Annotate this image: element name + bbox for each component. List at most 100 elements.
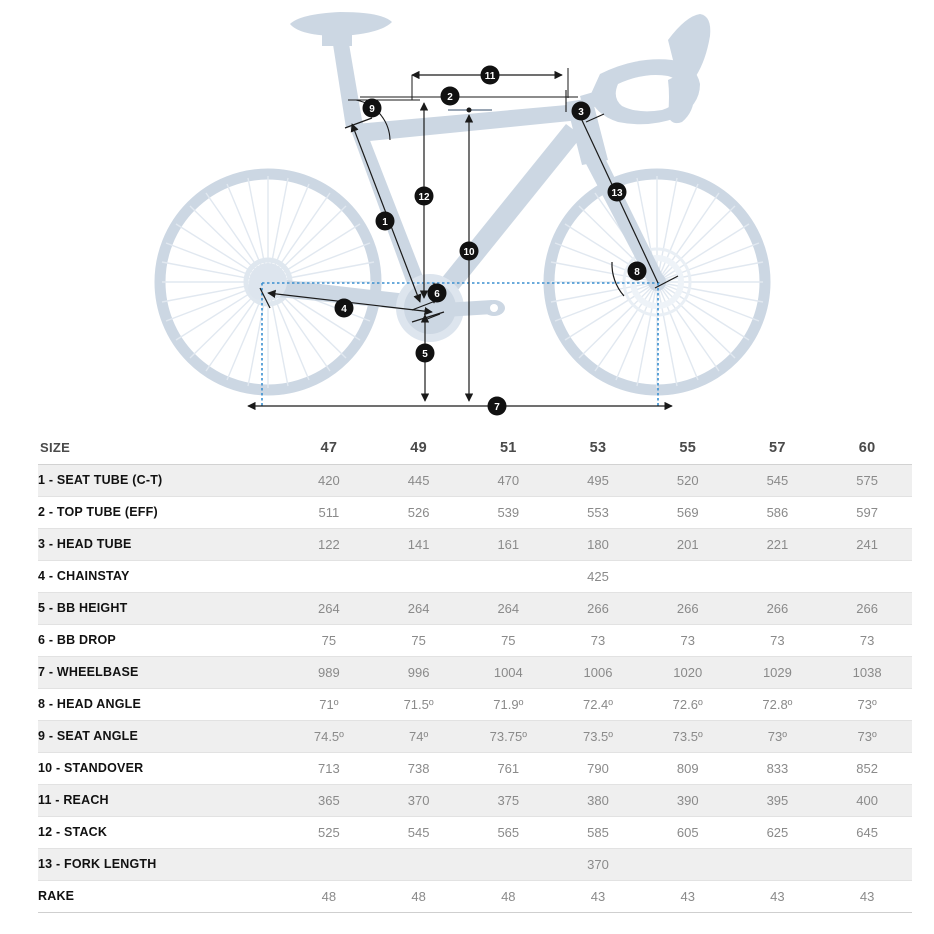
marker-1: 1 (375, 211, 395, 231)
marker-5-label: 5 (422, 349, 428, 360)
row-value: 266 (642, 592, 733, 625)
table-row: 9 - SEAT ANGLE 74.5º 74º 73.75º 73.5º 73.5º 73… (38, 720, 912, 753)
row-value: 43 (822, 880, 912, 913)
row-value: 73º (732, 720, 823, 753)
row-value-all-sizes: 370 (284, 848, 912, 881)
row-value: 586 (732, 496, 823, 529)
guide-lines (261, 282, 660, 406)
row-value: 266 (822, 592, 912, 625)
geometry-diagram: 1 2 3 4 5 (0, 0, 934, 432)
row-value: 72.6º (642, 688, 733, 721)
row-label: 9 - SEAT ANGLE (38, 720, 285, 753)
row-value: 511 (284, 496, 374, 529)
row-value: 852 (822, 752, 912, 785)
row-value: 1004 (463, 656, 554, 689)
row-value: 526 (373, 496, 464, 529)
marker-9-label: 9 (369, 104, 375, 115)
table-row: 7 - WHEELBASE 989 996 1004 1006 1020 1029 1038 (38, 656, 912, 689)
marker-3-label: 3 (578, 107, 584, 118)
row-value: 266 (732, 592, 823, 625)
row-label: 6 - BB DROP (38, 624, 285, 657)
row-label: 1 - SEAT TUBE (C-T) (38, 464, 285, 497)
row-value: 48 (463, 880, 554, 913)
marker-6-label: 6 (434, 289, 440, 300)
table-header-row: SIZE 47 49 51 53 55 57 60 (38, 432, 912, 465)
row-value: 74º (373, 720, 464, 753)
row-value: 545 (732, 464, 823, 497)
table-row: 12 - STACK 525 545 565 585 605 625 645 (38, 816, 912, 849)
row-value: 73.75º (463, 720, 554, 753)
marker-13-label: 13 (611, 188, 623, 199)
bike-silhouette (154, 12, 771, 396)
row-value: 75 (284, 624, 374, 657)
marker-13: 13 (607, 182, 627, 202)
row-value: 445 (373, 464, 464, 497)
header-size-57: 57 (732, 432, 823, 465)
row-value: 221 (732, 528, 823, 561)
marker-3: 3 (571, 101, 591, 121)
header-size-60: 60 (822, 432, 912, 465)
row-value: 539 (463, 496, 554, 529)
row-value: 597 (822, 496, 912, 529)
header-size-55: 55 (642, 432, 733, 465)
marker-2-label: 2 (447, 92, 453, 103)
marker-7: 7 (487, 396, 507, 416)
table-row: 11 - REACH 365 370 375 380 390 395 400 (38, 784, 912, 817)
row-value: 395 (732, 784, 823, 817)
row-value: 809 (642, 752, 733, 785)
arc-head-angle (611, 261, 625, 297)
marker-11: 11 (480, 65, 500, 85)
row-value: 585 (553, 816, 643, 849)
row-value: 73 (642, 624, 733, 657)
row-value: 264 (463, 592, 554, 625)
marker-7-label: 7 (494, 402, 500, 413)
row-value: 73 (732, 624, 823, 657)
marker-2: 2 (440, 86, 460, 106)
row-value: 201 (642, 528, 733, 561)
row-value: 73º (822, 720, 912, 753)
row-value: 738 (373, 752, 464, 785)
row-value: 1029 (732, 656, 823, 689)
marker-12: 12 (414, 186, 434, 206)
row-value: 575 (822, 464, 912, 497)
row-label: 13 - FORK LENGTH (38, 848, 285, 881)
row-label: 8 - HEAD ANGLE (38, 688, 285, 721)
row-value: 989 (284, 656, 374, 689)
row-label: 2 - TOP TUBE (EFF) (38, 496, 285, 529)
row-value: 161 (463, 528, 554, 561)
row-value: 73.5º (553, 720, 643, 753)
marker-10: 10 (459, 241, 479, 261)
row-value: 71.9º (463, 688, 554, 721)
row-value: 713 (284, 752, 374, 785)
table-row: 10 - STANDOVER 713 738 761 790 809 833 852 (38, 752, 912, 785)
header-size-49: 49 (373, 432, 464, 465)
row-value: 420 (284, 464, 374, 497)
row-value: 390 (642, 784, 733, 817)
marker-5: 5 (415, 343, 435, 363)
table-head: SIZE 47 49 51 53 55 57 60 (38, 432, 912, 465)
header-size-47: 47 (284, 432, 374, 465)
row-value: 180 (553, 528, 643, 561)
row-label: 3 - HEAD TUBE (38, 528, 285, 561)
row-value: 75 (463, 624, 554, 657)
marker-11-label: 11 (485, 71, 496, 82)
row-value: 72.4º (553, 688, 643, 721)
row-label: 10 - STANDOVER (38, 752, 285, 785)
row-value: 1020 (642, 656, 733, 689)
row-value: 73 (822, 624, 912, 657)
row-value: 71º (284, 688, 374, 721)
row-value: 495 (553, 464, 643, 497)
row-value: 605 (642, 816, 733, 849)
marker-4-label: 4 (341, 304, 347, 315)
row-value: 520 (642, 464, 733, 497)
table-body: 1 - SEAT TUBE (C-T) 420 445 470 495 520 545 575… (38, 464, 912, 913)
row-value: 264 (373, 592, 464, 625)
row-value: 625 (732, 816, 823, 849)
row-value: 1006 (553, 656, 643, 689)
table-row: RAKE 48 48 48 43 43 43 43 (38, 880, 912, 913)
row-value: 380 (553, 784, 643, 817)
row-value: 569 (642, 496, 733, 529)
row-value: 48 (284, 880, 374, 913)
marker-9: 9 (362, 98, 382, 118)
row-value: 73º (822, 688, 912, 721)
